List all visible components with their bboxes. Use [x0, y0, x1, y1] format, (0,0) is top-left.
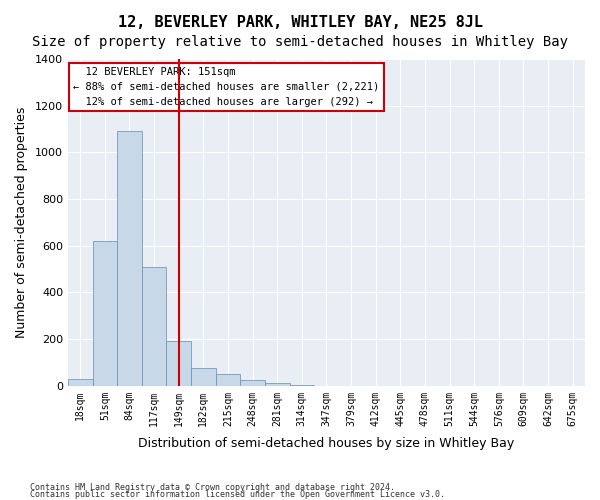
Text: 12 BEVERLEY PARK: 151sqm
← 88% of semi-detached houses are smaller (2,221)
  12%: 12 BEVERLEY PARK: 151sqm ← 88% of semi-d… [73, 67, 379, 107]
Bar [117, 132, 142, 386]
Bar [92, 241, 117, 386]
Bar [240, 380, 265, 386]
Text: 12, BEVERLEY PARK, WHITLEY BAY, NE25 8JL: 12, BEVERLEY PARK, WHITLEY BAY, NE25 8JL [118, 15, 482, 30]
Bar [142, 266, 166, 386]
Bar [68, 379, 92, 386]
Bar [215, 374, 240, 386]
X-axis label: Distribution of semi-detached houses by size in Whitley Bay: Distribution of semi-detached houses by … [139, 437, 515, 450]
Bar [166, 342, 191, 386]
Y-axis label: Number of semi-detached properties: Number of semi-detached properties [15, 106, 28, 338]
Text: Size of property relative to semi-detached houses in Whitley Bay: Size of property relative to semi-detach… [32, 35, 568, 49]
Bar [191, 368, 215, 386]
Text: Contains HM Land Registry data © Crown copyright and database right 2024.: Contains HM Land Registry data © Crown c… [30, 484, 395, 492]
Bar [265, 384, 290, 386]
Text: Contains public sector information licensed under the Open Government Licence v3: Contains public sector information licen… [30, 490, 445, 499]
